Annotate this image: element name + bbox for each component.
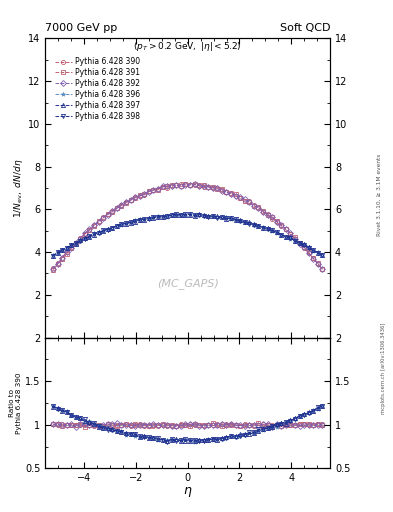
Text: (MC_GAPS): (MC_GAPS) [157,279,219,289]
Text: mcplots.cern.ch [arXiv:1306.3436]: mcplots.cern.ch [arXiv:1306.3436] [381,323,386,414]
Text: Soft QCD: Soft QCD [280,23,330,33]
Text: 7000 GeV pp: 7000 GeV pp [45,23,118,33]
Y-axis label: $1/N_{\rm ev},\ dN/d\eta$: $1/N_{\rm ev},\ dN/d\eta$ [12,158,25,218]
Text: $(p_T > 0.2\ \mathrm{GeV},\ |\eta| < 5.2)$: $(p_T > 0.2\ \mathrm{GeV},\ |\eta| < 5.2… [133,40,242,53]
Y-axis label: Ratio to
Pythia 6.428 390: Ratio to Pythia 6.428 390 [9,372,22,434]
Legend: Pythia 6.428 390, Pythia 6.428 391, Pythia 6.428 392, Pythia 6.428 396, Pythia 6: Pythia 6.428 390, Pythia 6.428 391, Pyth… [55,57,140,121]
X-axis label: $\eta$: $\eta$ [183,485,193,499]
Text: Rivet 3.1.10, ≥ 3.1M events: Rivet 3.1.10, ≥ 3.1M events [377,154,382,236]
